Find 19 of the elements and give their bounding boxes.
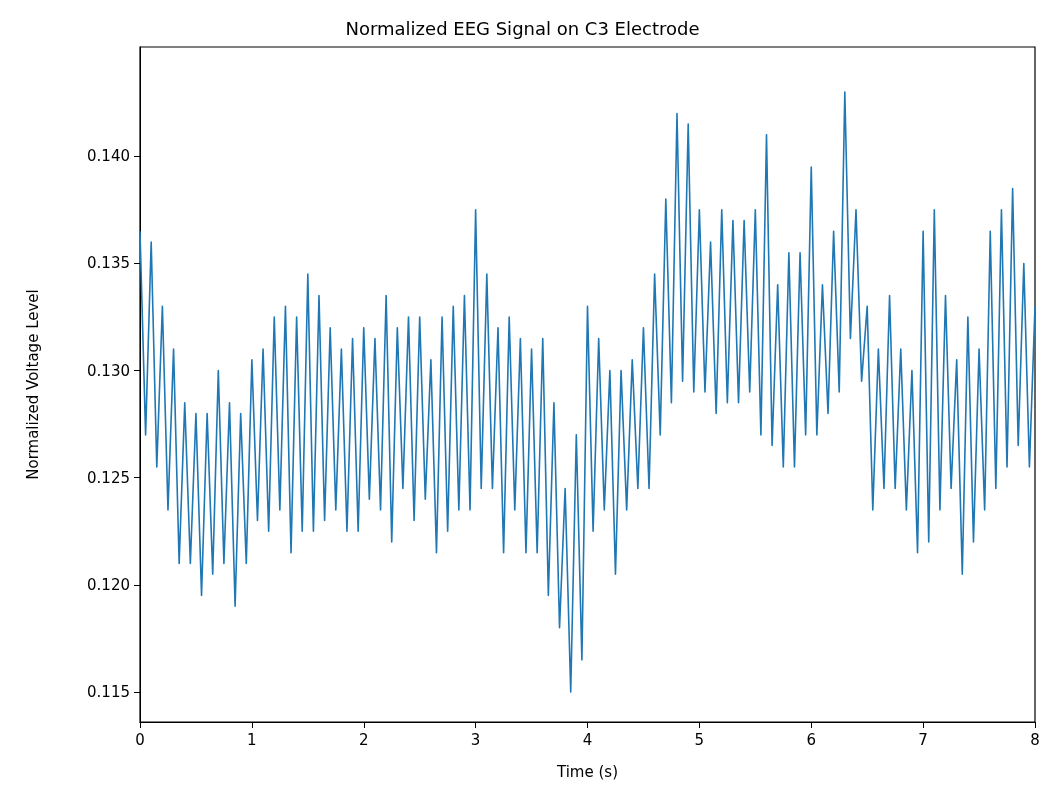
x-axis-title: Time (s) [556,762,618,781]
y-tick-label: 0.125 [87,468,130,487]
y-axis-title: Normalized Voltage Level [23,289,42,480]
x-tick-label: 4 [582,730,593,749]
y-tick-label: 0.135 [87,254,130,273]
y-tick-label: 0.115 [87,683,130,701]
y-tick-label: 0.130 [87,361,130,380]
x-tick-label: 7 [918,730,928,749]
line-series [139,91,1036,693]
x-tick-label: 1 [247,730,257,749]
x-tick-label: 3 [470,730,481,749]
x-tick-label: 8 [1030,730,1040,749]
y-tick-label: 0.120 [87,575,130,594]
x-tick-label: 5 [694,730,705,749]
y-tick-label: 0.140 [87,147,130,166]
x-tick-label: 0 [135,730,145,749]
x-tick-label: 6 [806,730,817,749]
x-tick-label: 2 [358,730,369,749]
chart-title: Normalized EEG Signal on C3 Electrode [345,17,700,39]
